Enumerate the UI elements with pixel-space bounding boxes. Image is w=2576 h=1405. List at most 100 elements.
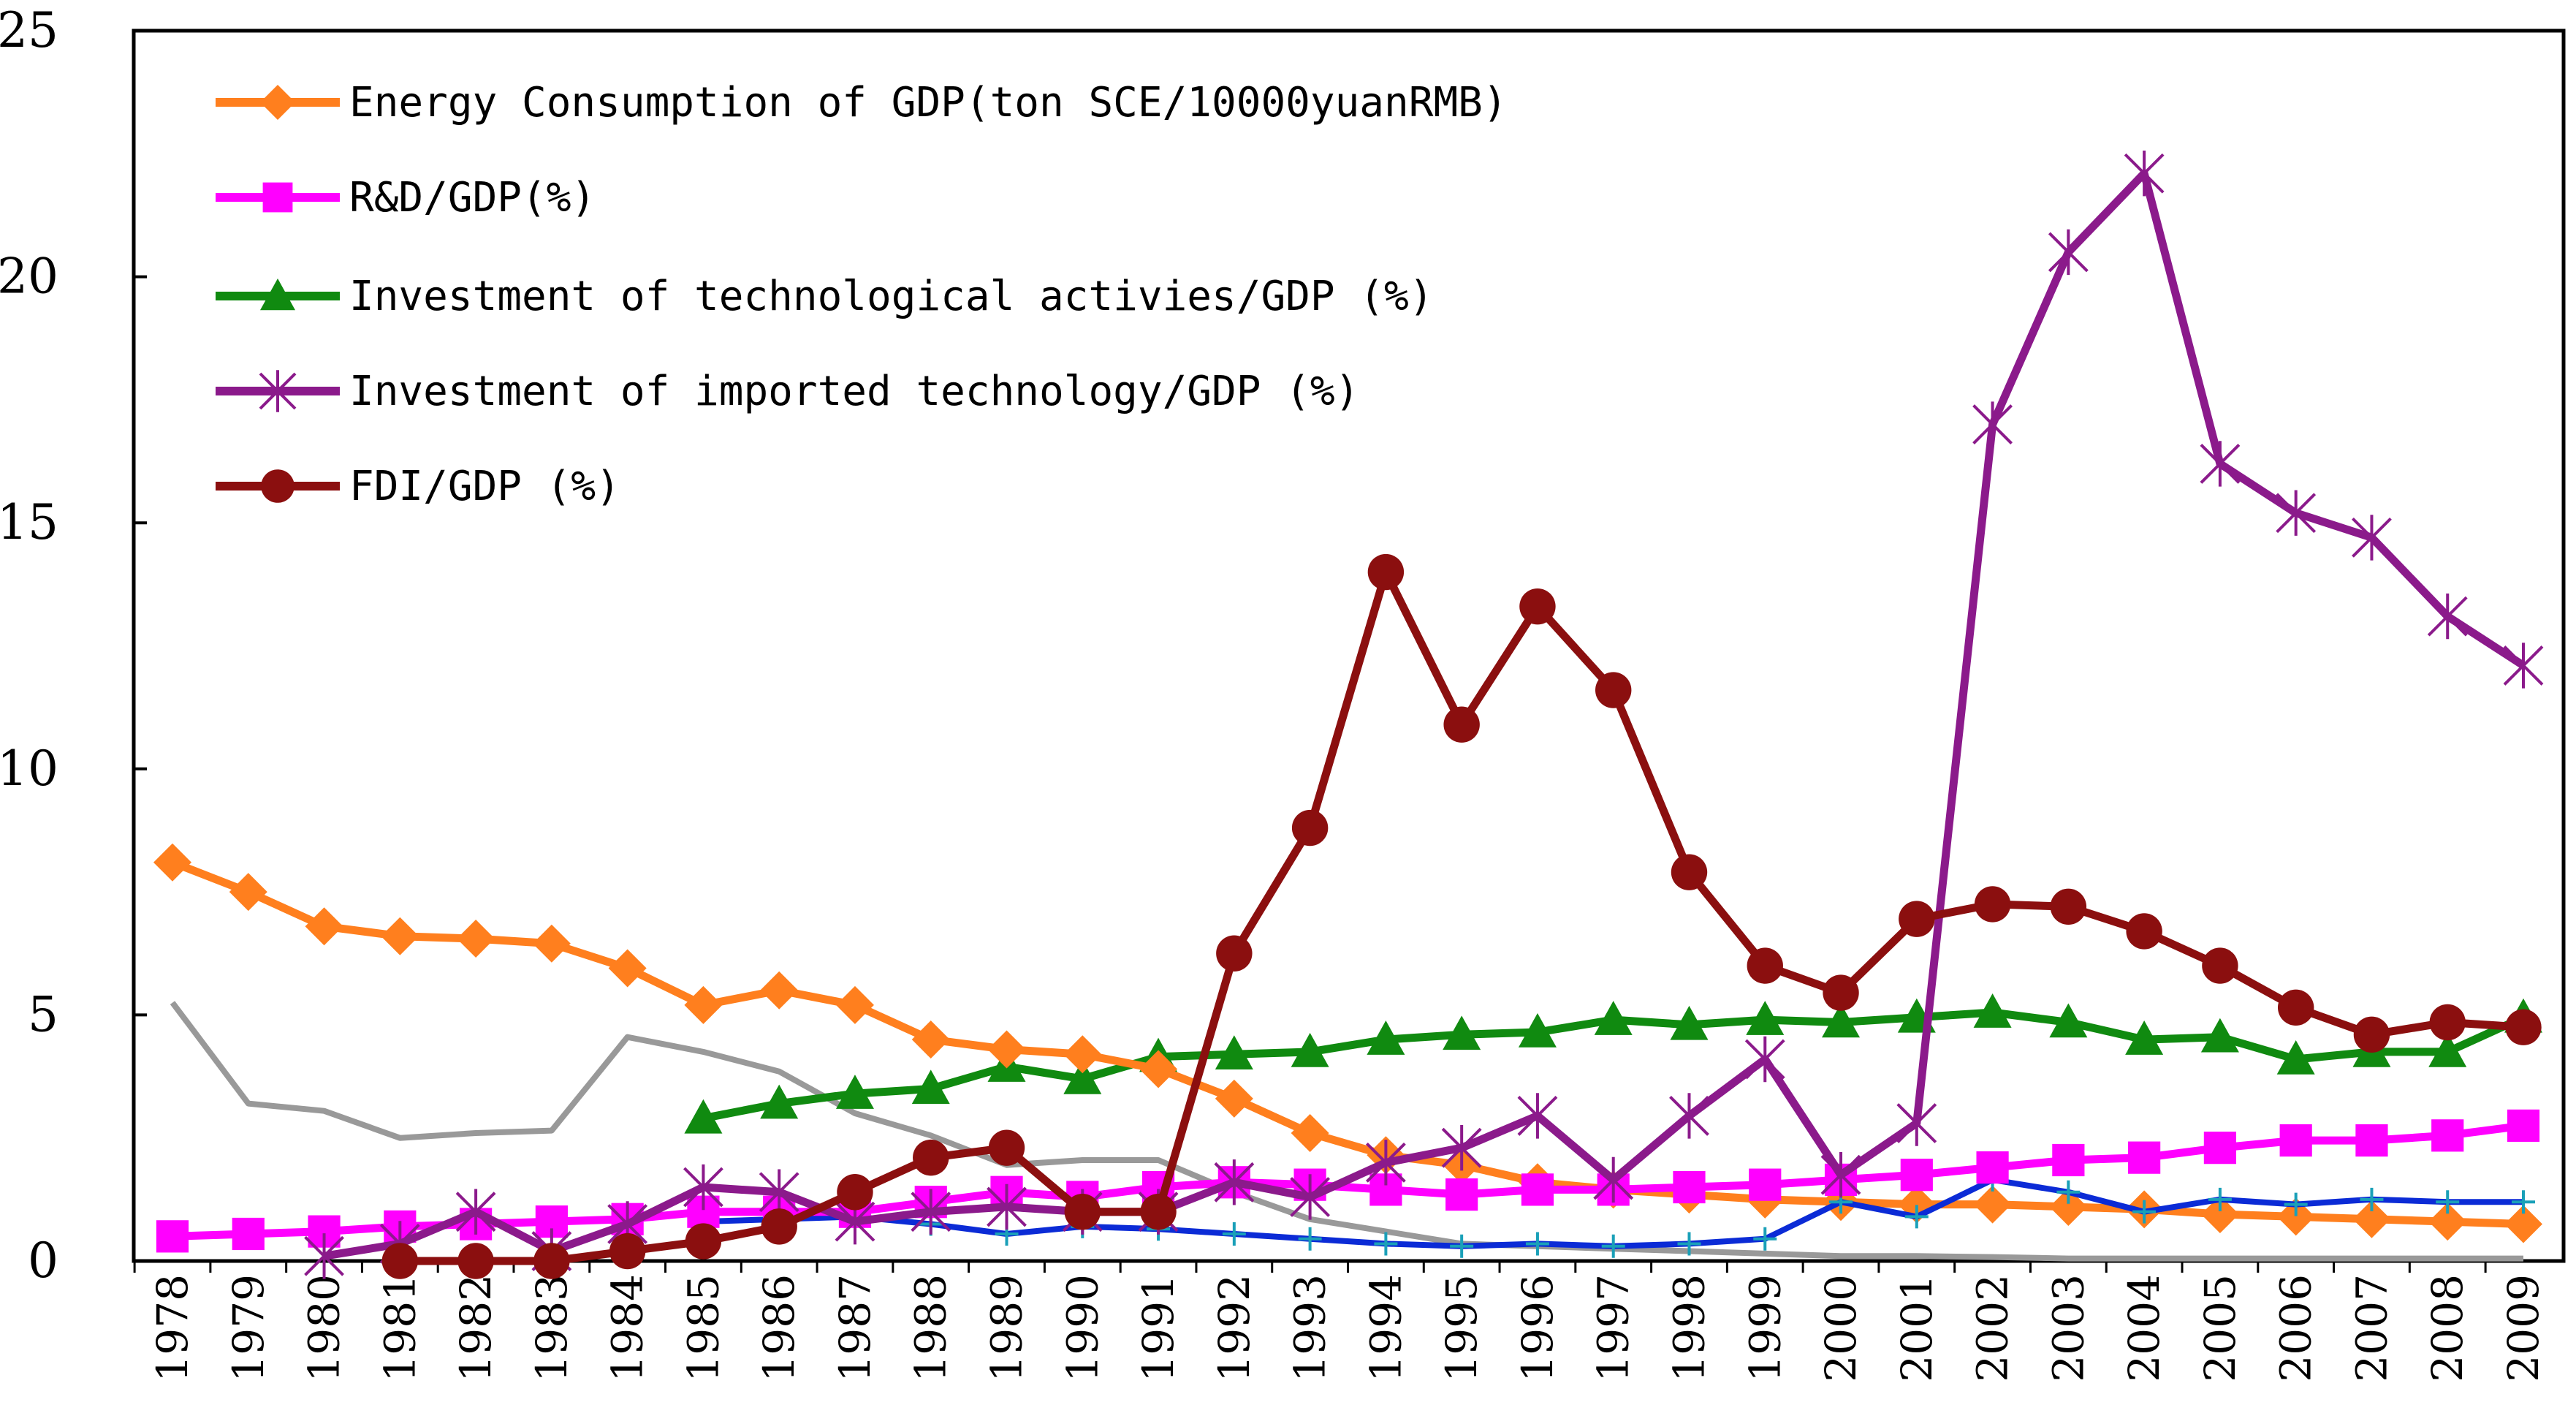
data-point-investment-of-technological-activies-gdp [1822,1003,1861,1038]
x-tick-label: 1982 [451,1274,501,1382]
data-point-blue-series [1677,1232,1701,1256]
data-point-energy-consumption-of-gdp-ton-sce-10000y [305,907,343,946]
data-point-investment-of-imported-technology-gdp [2352,515,2392,561]
data-point-fdi-gdp [837,1174,873,1211]
x-tick-label: 1986 [754,1274,804,1382]
data-point-energy-consumption-of-gdp-ton-sce-10000y [2428,1203,2467,1241]
x-tick-label: 1999 [1740,1274,1790,1382]
data-point-energy-consumption-of-gdp-ton-sce-10000y [2352,1200,2391,1238]
data-point-investment-of-imported-technology-gdp [455,1189,496,1235]
legend-swatch-marker [260,85,295,120]
data-point-fdi-gdp [1595,672,1632,708]
y-tick-label: 10 [0,741,58,797]
data-point-blue-series [1298,1227,1322,1251]
data-point-r-d-gdp [1445,1178,1478,1211]
legend-swatch-marker [262,182,293,213]
x-tick-label: 1983 [527,1274,577,1382]
data-point-fdi-gdp [533,1243,570,1279]
data-point-blue-series [1904,1205,1929,1229]
data-point-energy-consumption-of-gdp-ton-sce-10000y [1063,1035,1102,1074]
legend-swatch-marker [261,469,295,503]
data-point-investment-of-technological-activies-gdp [760,1084,799,1119]
x-axis: 1978 1979 1980 1981 1982 1983 1984 1985 1986 1987… [133,1261,2548,1382]
legend-label: Investment of technological activies/GDP… [349,273,1433,320]
data-point-investment-of-imported-technology-gdp [1517,1093,1558,1139]
x-tick-label: 1984 [603,1274,653,1382]
data-point-r-d-gdp [2203,1132,2237,1164]
data-point-investment-of-technological-activies-gdp [1746,1001,1785,1035]
data-point-energy-consumption-of-gdp-ton-sce-10000y [381,917,419,955]
data-point-fdi-gdp [1291,809,1329,847]
data-point-fdi-gdp [1140,1193,1177,1230]
data-point-blue-series [2512,1190,2535,1214]
y-tick-label: 20 [0,249,58,305]
data-point-investment-of-imported-technology-gdp [2503,643,2544,689]
data-point-investment-of-imported-technology-gdp [2200,441,2241,487]
data-point-energy-consumption-of-gdp-ton-sce-10000y [2504,1205,2542,1243]
data-point-investment-of-imported-technology-gdp [911,1189,951,1235]
data-point-investment-of-imported-technology-gdp [1290,1174,1331,1220]
x-tick-label: 2003 [2043,1274,2093,1382]
data-point-fdi-gdp [761,1208,797,1245]
data-point-blue-series [2208,1187,2232,1211]
data-point-energy-consumption-of-gdp-ton-sce-10000y [457,920,495,958]
data-point-investment-of-imported-technology-gdp [1896,1100,1937,1146]
data-point-investment-of-imported-technology-gdp [987,1184,1027,1230]
data-point-investment-of-imported-technology-gdp [304,1233,344,1279]
data-point-r-d-gdp [1976,1151,2009,1184]
legend: Energy Consumption of GDP(ton SCE/10000y… [216,79,1508,510]
data-point-blue-series [1374,1232,1398,1256]
data-point-investment-of-imported-technology-gdp [2427,593,2468,640]
series-line-gray-series [170,1001,2523,1262]
data-point-investment-of-technological-activies-gdp [1367,1020,1405,1055]
data-point-investment-of-technological-activies-gdp [1215,1035,1253,1070]
data-point-fdi-gdp [988,1129,1025,1166]
data-point-r-d-gdp [1673,1170,1706,1204]
x-tick-label: 1992 [1209,1274,1259,1382]
data-point-investment-of-technological-activies-gdp [2049,1003,2088,1038]
series-line-investment-of-imported-technology-gdp [323,169,2526,1260]
data-point-investment-of-technological-activies-gdp [1594,1001,1633,1035]
data-point-blue-series [2132,1200,2157,1224]
data-point-fdi-gdp [1443,706,1480,743]
data-point-investment-of-technological-activies-gdp [835,1075,874,1109]
data-point-fdi-gdp [1064,1193,1101,1230]
data-point-r-d-gdp [2355,1124,2388,1157]
data-point-blue-series [2284,1192,2308,1216]
data-point-investment-of-imported-technology-gdp [1820,1151,1861,1198]
x-tick-label: 1987 [830,1274,880,1382]
legend-item-r-d-gdp: R&D/GDP(%) [216,174,596,221]
data-point-investment-of-imported-technology-gdp [1972,401,2013,447]
data-point-investment-of-technological-activies-gdp [1670,1005,1709,1040]
legend-label: Energy Consumption of GDP(ton SCE/10000y… [349,79,1508,126]
x-tick-label: 1978 [148,1274,197,1382]
series-layer [153,151,2544,1279]
data-point-fdi-gdp [1216,935,1253,972]
data-point-energy-consumption-of-gdp-ton-sce-10000y [987,1030,1026,1069]
data-point-fdi-gdp [1747,947,1783,984]
data-point-fdi-gdp [2202,947,2238,984]
data-point-investment-of-imported-technology-gdp [1441,1124,1482,1171]
data-point-energy-consumption-of-gdp-ton-sce-10000y [911,1020,950,1059]
data-point-fdi-gdp [685,1223,722,1260]
y-tick-label: 0 [28,1232,58,1289]
data-point-investment-of-imported-technology-gdp [1214,1159,1255,1205]
data-point-investment-of-imported-technology-gdp [683,1164,723,1211]
data-point-investment-of-imported-technology-gdp [2124,151,2165,197]
data-point-investment-of-imported-technology-gdp [1744,1036,1785,1083]
data-point-investment-of-imported-technology-gdp [1669,1093,1709,1139]
x-tick-label: 2007 [2347,1274,2396,1382]
data-point-investment-of-imported-technology-gdp [759,1169,799,1215]
data-point-investment-of-technological-activies-gdp [1063,1059,1102,1094]
data-point-blue-series [1222,1222,1246,1246]
x-tick-label: 1988 [906,1274,956,1382]
data-point-investment-of-imported-technology-gdp [1593,1156,1634,1203]
data-point-fdi-gdp [1367,553,1405,591]
data-point-investment-of-technological-activies-gdp [684,1099,723,1134]
legend-item-energy-consumption-of-gdp-ton-sce-10000y: Energy Consumption of GDP(ton SCE/10000y… [216,79,1508,126]
legend-swatch-marker [259,370,297,412]
data-point-r-d-gdp [1749,1168,1782,1201]
data-point-blue-series [2436,1190,2460,1214]
data-point-investment-of-technological-activies-gdp [2125,1020,2164,1055]
